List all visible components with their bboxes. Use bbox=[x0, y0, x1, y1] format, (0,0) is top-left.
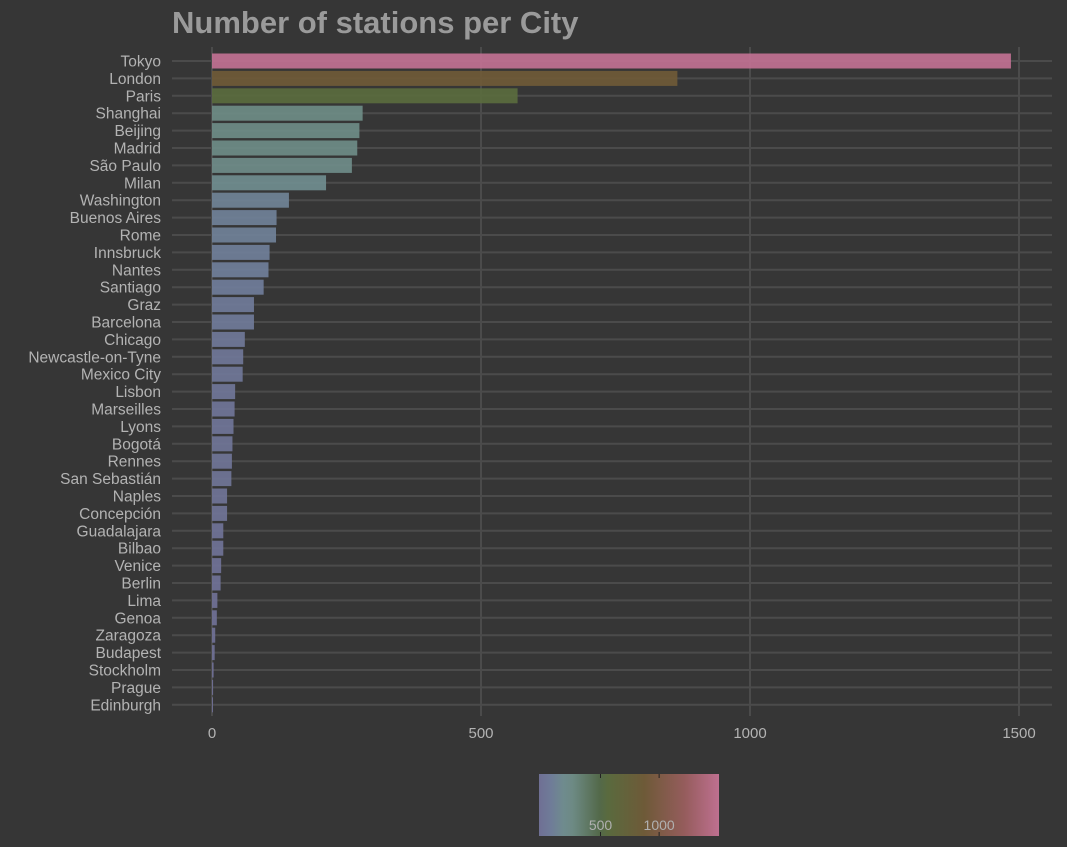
bar-venice bbox=[212, 558, 222, 574]
bar-rennes bbox=[212, 453, 232, 469]
bar-rome bbox=[212, 227, 277, 243]
x-axis-labels: 0 500 1000 1500 bbox=[208, 725, 1036, 742]
x-tick-label-500: 500 bbox=[468, 725, 493, 742]
bar-paris bbox=[212, 88, 518, 104]
y-tick-label-lyons: Lyons bbox=[120, 419, 161, 436]
y-tick-label-milan: Milan bbox=[124, 175, 161, 192]
bars bbox=[212, 53, 1011, 713]
y-tick-label-washington: Washington bbox=[80, 193, 161, 210]
bar-naples bbox=[212, 488, 228, 504]
y-tick-label-bogota: Bogotá bbox=[112, 436, 162, 453]
y-tick-label-rennes: Rennes bbox=[108, 454, 162, 471]
bar-stockholm bbox=[212, 662, 214, 678]
bar-concepcion bbox=[212, 505, 228, 521]
y-tick-label-madrid: Madrid bbox=[114, 141, 161, 158]
y-tick-label-lima: Lima bbox=[127, 593, 161, 610]
bar-tokyo bbox=[212, 53, 1011, 69]
y-tick-label-zaragoza: Zaragoza bbox=[96, 628, 162, 645]
bar-chicago bbox=[212, 331, 245, 347]
y-tick-label-prague: Prague bbox=[111, 680, 161, 697]
bar-mexico-city bbox=[212, 366, 243, 382]
bar-london bbox=[212, 70, 678, 86]
y-tick-label-edinburgh: Edinburgh bbox=[90, 697, 161, 714]
bar-berlin bbox=[212, 575, 221, 591]
bar-prague bbox=[212, 679, 214, 695]
bar-budapest bbox=[212, 645, 215, 661]
x-tick-label-1000: 1000 bbox=[733, 725, 766, 742]
bar-zaragoza bbox=[212, 627, 216, 643]
y-tick-label-sao-paulo: São Paulo bbox=[89, 158, 161, 175]
y-tick-label-buenos-aires: Buenos Aires bbox=[70, 210, 162, 227]
bar-shanghai bbox=[212, 105, 363, 121]
bar-nantes bbox=[212, 262, 269, 278]
y-tick-label-guadalajara: Guadalajara bbox=[77, 523, 162, 540]
y-tick-label-tokyo: Tokyo bbox=[121, 54, 162, 71]
bar-innsbruck bbox=[212, 244, 270, 260]
bar-guadalajara bbox=[212, 523, 224, 539]
colorbar-label-1000: 1000 bbox=[644, 817, 675, 833]
y-tick-label-paris: Paris bbox=[126, 88, 162, 105]
y-tick-label-venice: Venice bbox=[114, 558, 161, 575]
y-tick-label-budapest: Budapest bbox=[96, 645, 162, 662]
y-tick-label-graz: Graz bbox=[127, 297, 161, 314]
y-tick-label-beijing: Beijing bbox=[114, 123, 161, 140]
bar-barcelona bbox=[212, 314, 254, 330]
bar-edinburgh bbox=[212, 697, 213, 713]
x-tick-label-1500: 1500 bbox=[1002, 725, 1035, 742]
bar-lisbon bbox=[212, 384, 236, 400]
y-tick-label-marseilles: Marseilles bbox=[91, 402, 161, 419]
bar-genoa bbox=[212, 610, 217, 626]
y-tick-label-stockholm: Stockholm bbox=[89, 663, 161, 680]
bar-lyons bbox=[212, 418, 234, 434]
y-tick-label-innsbruck: Innsbruck bbox=[94, 245, 161, 262]
y-tick-label-concepcion: Concepción bbox=[79, 506, 161, 523]
y-tick-label-santiago: Santiago bbox=[100, 280, 161, 297]
y-tick-label-barcelona: Barcelona bbox=[91, 315, 161, 332]
colorbar-legend: 500 1000 bbox=[539, 774, 719, 836]
bar-buenos-aires bbox=[212, 210, 277, 226]
bar-washington bbox=[212, 192, 289, 208]
y-tick-label-chicago: Chicago bbox=[104, 332, 161, 349]
y-tick-label-genoa: Genoa bbox=[114, 610, 161, 627]
bar-marseilles bbox=[212, 401, 235, 417]
chart-title: Number of stations per City bbox=[172, 5, 579, 40]
colorbar-label-500: 500 bbox=[589, 817, 613, 833]
y-tick-label-london: London bbox=[109, 71, 161, 88]
bar-graz bbox=[212, 297, 254, 313]
y-tick-label-naples: Naples bbox=[113, 489, 161, 506]
bar-madrid bbox=[212, 140, 358, 156]
bar-lima bbox=[212, 592, 218, 608]
colorbar-ticks: 500 1000 bbox=[589, 774, 675, 836]
bar-milan bbox=[212, 175, 327, 191]
bar-bogota bbox=[212, 436, 233, 452]
y-tick-label-shanghai: Shanghai bbox=[95, 106, 161, 123]
x-tick-label-0: 0 bbox=[208, 725, 216, 742]
y-tick-label-newcastle-on-tyne: Newcastle-on-Tyne bbox=[28, 349, 161, 366]
colorbar bbox=[539, 774, 719, 836]
bar-bilbao bbox=[212, 540, 224, 556]
y-tick-label-san-sebastian: San Sebastián bbox=[60, 471, 161, 488]
y-tick-label-bilbao: Bilbao bbox=[118, 541, 161, 558]
bar-santiago bbox=[212, 279, 264, 295]
y-axis-labels: TokyoLondonParisShanghaiBeijingMadridSão… bbox=[28, 54, 161, 715]
bar-beijing bbox=[212, 123, 360, 139]
y-tick-label-berlin: Berlin bbox=[121, 576, 161, 593]
bar-sao-paulo bbox=[212, 157, 352, 173]
y-tick-label-lisbon: Lisbon bbox=[115, 384, 161, 401]
y-tick-label-mexico-city: Mexico City bbox=[81, 367, 161, 384]
bar-san-sebastian bbox=[212, 471, 232, 487]
y-tick-label-nantes: Nantes bbox=[112, 262, 161, 279]
bar-newcastle-on-tyne bbox=[212, 349, 244, 365]
y-tick-label-rome: Rome bbox=[120, 228, 161, 245]
